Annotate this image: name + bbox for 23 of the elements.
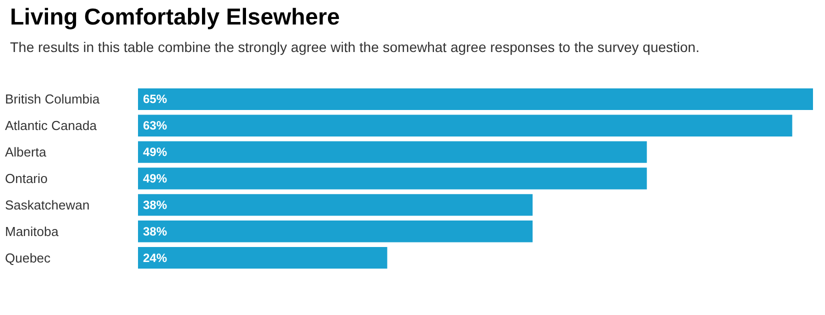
data-label: 49% bbox=[143, 172, 168, 186]
chart-title: Living Comfortably Elsewhere bbox=[10, 4, 340, 30]
y-tick-label: Quebec bbox=[5, 250, 52, 266]
y-tick-label: Saskatchewan bbox=[5, 197, 90, 212]
data-label: 63% bbox=[143, 118, 168, 133]
bar bbox=[138, 88, 813, 110]
y-tick-label: Manitoba bbox=[5, 224, 60, 239]
bar bbox=[138, 168, 647, 190]
bar bbox=[138, 114, 792, 136]
data-label: 65% bbox=[143, 92, 168, 106]
bar bbox=[138, 246, 388, 269]
y-tick-label: Ontario bbox=[5, 171, 48, 186]
chart-subtitle: The results in this table combine the strongly agree with the somewhat agree responses to the survey question. bbox=[10, 39, 700, 55]
bar bbox=[138, 141, 647, 163]
data-label: 38% bbox=[143, 224, 168, 238]
y-tick-label: British Columbia bbox=[5, 92, 100, 107]
data-label: 49% bbox=[143, 145, 168, 160]
data-label: 38% bbox=[143, 198, 168, 212]
y-tick-label: Atlantic Canada bbox=[5, 118, 98, 134]
bar bbox=[138, 220, 533, 242]
data-label: 24% bbox=[143, 250, 168, 265]
y-tick-label: Alberta bbox=[5, 144, 47, 160]
bar bbox=[138, 194, 533, 216]
